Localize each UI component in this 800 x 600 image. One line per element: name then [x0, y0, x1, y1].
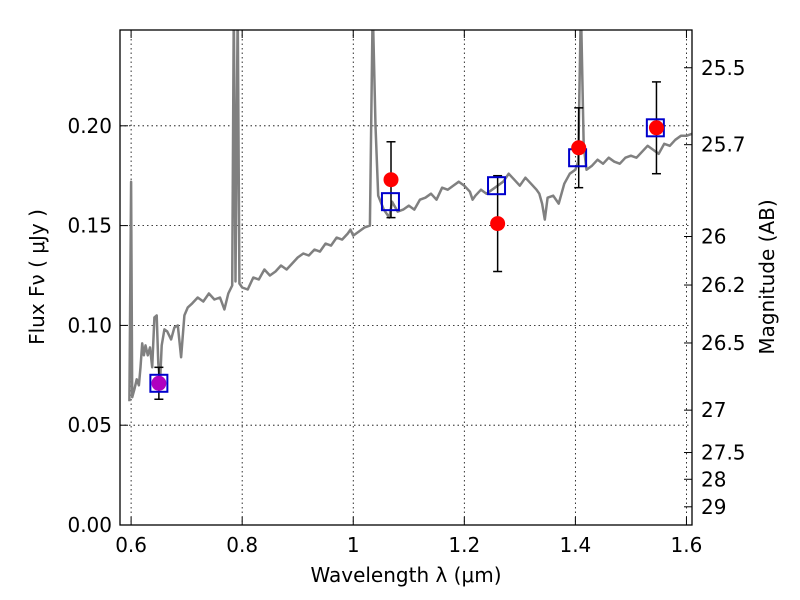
model-spectrum-line	[128, 30, 692, 402]
y-tick-label: 0.00	[67, 513, 112, 537]
plot-frame	[119, 29, 693, 526]
x-tick-label: 1.2	[448, 533, 480, 557]
y-axis-label: Flux Fν ( μJy )	[25, 209, 49, 345]
y2-tick-label: 27.5	[701, 441, 746, 465]
x-tick-label: 0.6	[115, 533, 147, 557]
y2-tick-label: 29	[701, 495, 726, 519]
observed-flux-point	[151, 375, 167, 391]
y2-tick-label: 26	[701, 224, 726, 248]
model-band-square	[149, 373, 169, 393]
observed-flux-point	[571, 140, 587, 156]
y2-axis-label: Magnitude (AB)	[755, 199, 779, 354]
y-tick-label: 0.20	[67, 114, 112, 138]
x-axis-label: Wavelength λ (μm)	[310, 563, 501, 587]
y2-tick-label: 25.5	[701, 56, 746, 80]
y-tick-label: 0.10	[67, 313, 112, 337]
y2-tick-label: 26.5	[701, 331, 746, 355]
observed-flux-point	[490, 216, 506, 232]
grid-lines	[120, 30, 692, 526]
y2-tick-label: 27	[701, 398, 726, 422]
model-band-square	[487, 176, 507, 196]
y-tick-label: 0.05	[67, 413, 112, 437]
x-tick-label: 1.6	[671, 533, 703, 557]
x-tick-label: 0.8	[226, 533, 258, 557]
axis-ticks: 0.6 0.8 1 1.2 1.4 1.6 0.00 0.05 0.10 0.15 0.20 25.5…	[67, 30, 746, 557]
y-tick-label: 0.15	[67, 214, 112, 238]
model-band-square	[380, 192, 400, 212]
y2-tick-label: 26.2	[701, 273, 746, 297]
plot-marks	[128, 30, 692, 402]
x-tick-label: 1.4	[559, 533, 591, 557]
y2-tick-label: 28	[701, 467, 726, 491]
x-tick-label: 1	[347, 533, 360, 557]
observed-flux-point	[648, 120, 664, 136]
observed-flux-point	[383, 172, 399, 188]
y2-tick-label: 25.7	[701, 133, 746, 157]
